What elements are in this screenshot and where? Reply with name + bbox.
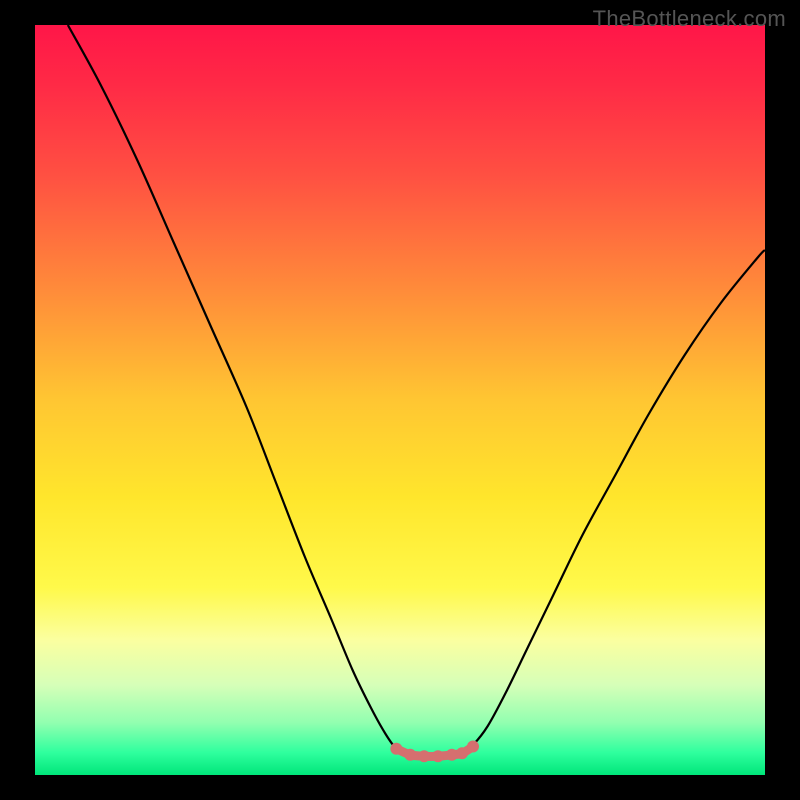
highlight-marker [456, 747, 468, 759]
watermark-text: TheBottleneck.com [593, 6, 786, 32]
highlight-marker [432, 750, 444, 762]
highlight-marker [446, 749, 458, 761]
highlight-marker [467, 741, 479, 753]
highlight-marker [404, 749, 416, 761]
chart-plot-background [35, 25, 765, 775]
bottleneck-curve-chart [0, 0, 800, 800]
highlight-marker [418, 750, 430, 762]
chart-container: TheBottleneck.com [0, 0, 800, 800]
highlight-marker [390, 743, 402, 755]
